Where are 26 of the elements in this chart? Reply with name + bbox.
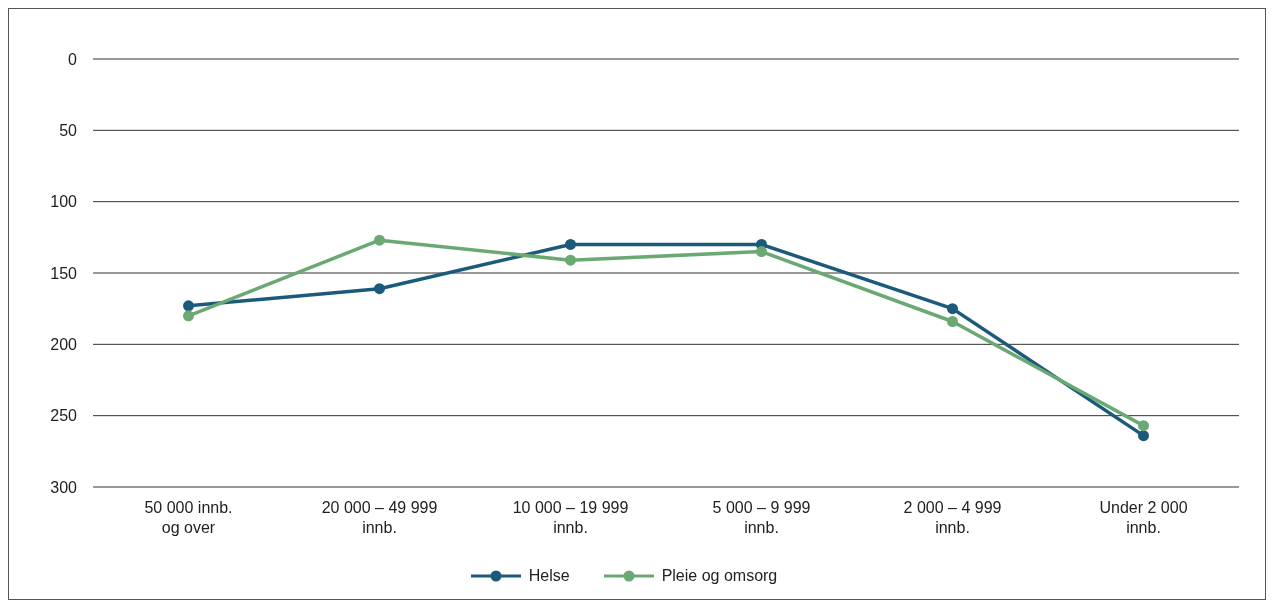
- point: [183, 310, 194, 322]
- x-tick-label: 10 000 – 19 999 innb.: [512, 499, 629, 536]
- point: [1138, 420, 1149, 432]
- point: [374, 283, 385, 295]
- legend-label: Helse: [528, 567, 570, 585]
- point: [947, 316, 958, 328]
- legend-label: Pleie og omsorg: [661, 567, 778, 585]
- y-tick-label: 0: [68, 50, 78, 68]
- point: [183, 300, 194, 312]
- x-tick-label: 2 000 – 4 999 innb.: [903, 499, 1002, 536]
- x-tick-label: 5 000 – 9 999 innb.: [712, 499, 811, 536]
- x-tick-label: 50 000 innb. og over: [144, 499, 233, 536]
- y-tick-label: 300: [50, 478, 78, 496]
- point: [947, 303, 958, 315]
- x-tick-label: 20 000 – 49 999 innb.: [321, 499, 438, 536]
- y-tick-label: 200: [50, 336, 78, 354]
- y-tick-label: 50: [59, 122, 78, 140]
- y-tick-label: 100: [50, 193, 78, 211]
- y-tick-label: 150: [50, 264, 78, 282]
- y-tick-label: 250: [50, 407, 78, 425]
- point: [565, 238, 576, 250]
- point: [1138, 430, 1149, 442]
- point: [756, 246, 767, 258]
- point: [565, 254, 576, 266]
- point: [374, 234, 385, 246]
- x-tick-label: Under 2 000 innb.: [1099, 499, 1188, 536]
